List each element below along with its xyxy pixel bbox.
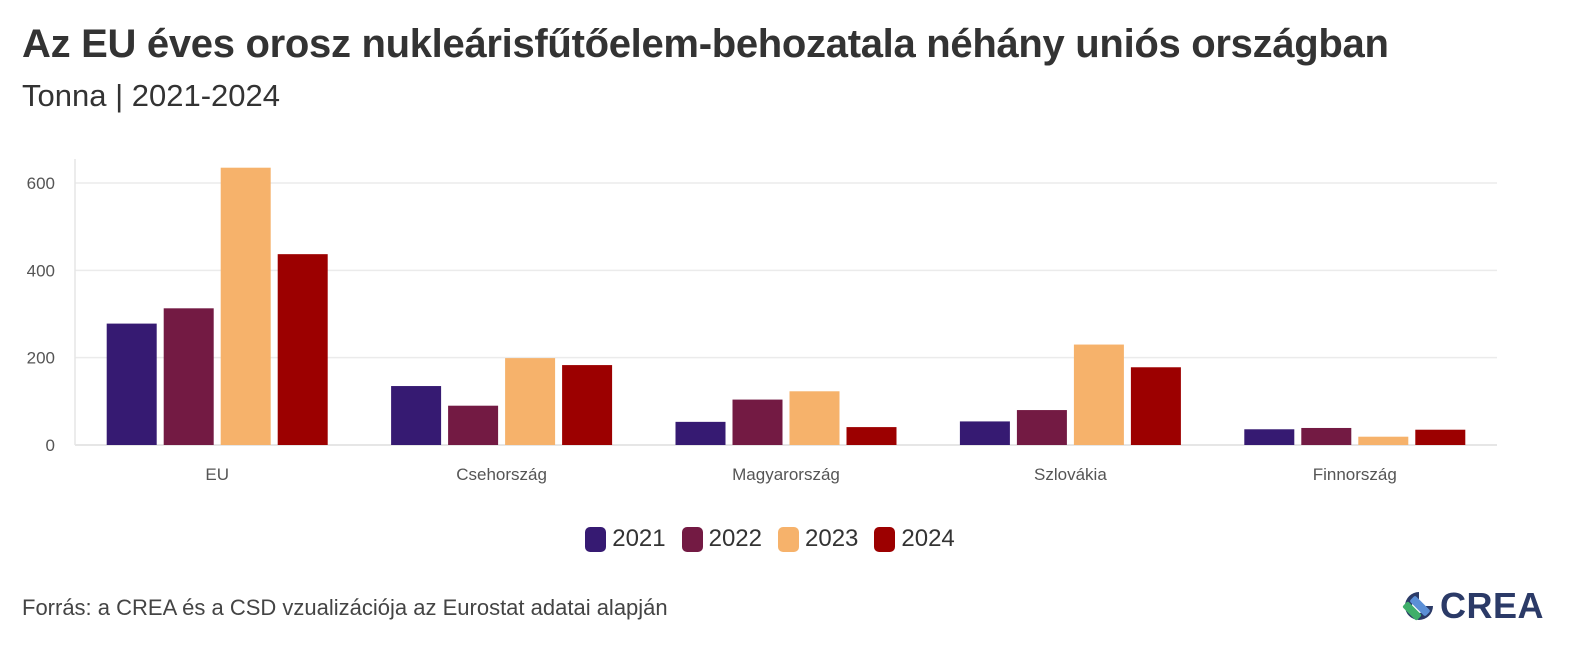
- x-tick-label: EU: [205, 465, 229, 484]
- legend-item: 2023: [778, 525, 858, 553]
- bar: [106, 323, 157, 445]
- bar: [391, 386, 442, 445]
- bar: [1130, 367, 1181, 445]
- bar: [220, 167, 271, 445]
- legend-swatch: [874, 526, 896, 552]
- bar: [448, 405, 499, 445]
- bar: [277, 254, 328, 445]
- y-tick-label: 400: [27, 261, 55, 280]
- legend-swatch: [681, 526, 703, 552]
- bar: [1301, 427, 1352, 445]
- bar: [959, 421, 1010, 445]
- legend-label: 2024: [901, 525, 955, 552]
- bar: [163, 308, 214, 445]
- bar: [1358, 436, 1409, 445]
- legend-label: 2023: [805, 525, 859, 552]
- legend-item: 2022: [681, 525, 762, 553]
- x-tick-label: Magyarország: [732, 465, 840, 484]
- legend: 2021 2022 2023 2024: [0, 525, 1540, 553]
- bars: [106, 167, 1466, 445]
- legend-item: 2021: [585, 525, 666, 553]
- bar: [1415, 429, 1466, 445]
- bar: [562, 365, 613, 445]
- crea-logo: CREA: [1402, 585, 1544, 627]
- x-tick-label: Csehország: [456, 465, 547, 484]
- legend-item: 2024: [874, 525, 955, 553]
- x-tick-label: Szlovákia: [1034, 465, 1107, 484]
- y-tick-label: 0: [46, 436, 55, 455]
- legend-swatch: [585, 526, 607, 552]
- crea-logo-text: CREA: [1439, 585, 1544, 626]
- bar: [1244, 429, 1295, 445]
- bar: [505, 358, 556, 445]
- bar: [789, 391, 840, 445]
- x-axis: EU Csehország Magyarország Szlovákia Finnors…: [205, 465, 1396, 484]
- x-tick-label: Finnország: [1313, 465, 1397, 484]
- y-axis: 0 200 400 600: [27, 174, 55, 455]
- chart-subtitle: Tonna | 2021-2024: [22, 78, 280, 113]
- source-note: Forrás: a CREA és a CSD vzualizációja az…: [22, 595, 668, 620]
- crea-logo-icon: [1402, 592, 1433, 621]
- bar-chart: 0 200 400 600 EU Csehország Magyarország Szlov…: [27, 158, 1497, 484]
- y-tick-label: 200: [27, 349, 55, 368]
- chart-title: Az EU éves orosz nukleárisfűtőelem-behoz…: [22, 22, 1389, 66]
- bar: [1073, 344, 1124, 445]
- legend-label: 2022: [708, 525, 762, 552]
- legend-label: 2021: [612, 525, 666, 552]
- bar: [846, 427, 897, 445]
- bar: [732, 399, 783, 445]
- legend-swatch: [778, 526, 799, 552]
- bar: [675, 421, 726, 445]
- bar: [1016, 410, 1067, 445]
- y-tick-label: 600: [27, 174, 55, 193]
